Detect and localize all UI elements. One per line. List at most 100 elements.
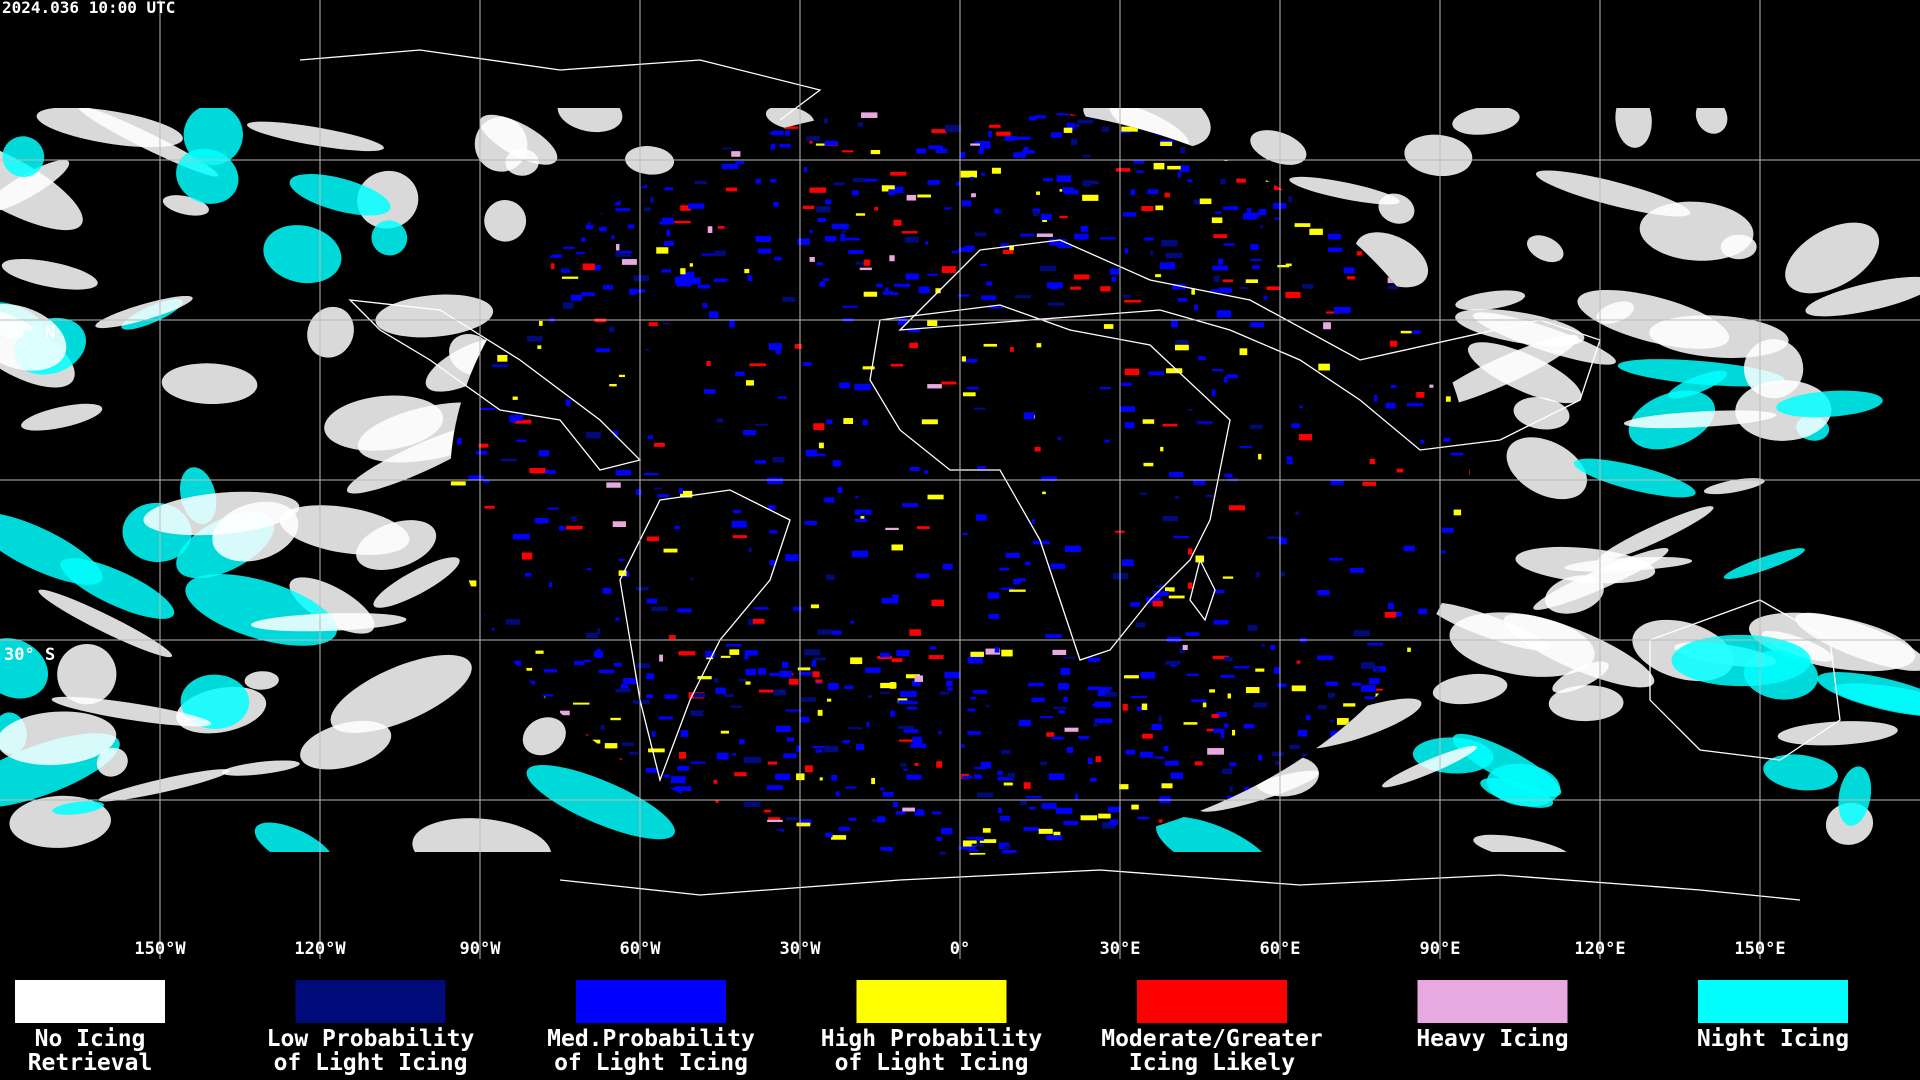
icing-speck (819, 777, 823, 781)
icing-speck (753, 607, 769, 610)
legend-label: Med.Probability (547, 1026, 755, 1052)
icing-speck (562, 302, 574, 309)
icing-speck (535, 650, 544, 654)
icing-speck (457, 438, 462, 445)
icing-speck (979, 839, 997, 843)
icing-speck (570, 294, 583, 301)
icing-speck (1223, 206, 1239, 210)
legend-swatch (1417, 980, 1568, 1023)
icing-speck (563, 246, 575, 249)
icing-speck (1095, 756, 1102, 763)
icing-speck (1147, 189, 1159, 195)
icing-speck (1196, 421, 1213, 424)
icing-speck (622, 678, 638, 684)
icing-speck (611, 235, 615, 240)
icing-speck (1003, 782, 1013, 786)
icing-speck (848, 727, 863, 730)
icing-speck (802, 362, 812, 366)
icing-speck (1275, 760, 1280, 765)
icing-speck (796, 822, 811, 827)
icing-speck (1051, 736, 1064, 740)
icing-speck (690, 761, 706, 764)
cloud (1452, 108, 1520, 135)
icing-speck (832, 460, 841, 467)
icing-speck (1124, 248, 1129, 254)
legend-swatch (576, 980, 726, 1023)
icing-speck (744, 268, 750, 274)
icing-speck (951, 250, 959, 254)
icing-speck (1187, 582, 1193, 589)
icing-speck (936, 761, 943, 768)
icing-speck (707, 226, 713, 233)
icing-speck (769, 672, 786, 676)
icing-speck (935, 288, 941, 294)
icing-speck (775, 773, 791, 780)
icing-speck (806, 136, 821, 142)
icing-speck (618, 374, 625, 378)
icing-speck (1443, 437, 1451, 442)
icing-speck (895, 811, 906, 815)
icing-speck (927, 494, 944, 500)
icing-speck (674, 786, 692, 792)
icing-speck (775, 350, 781, 354)
cloud (247, 121, 384, 152)
icing-speck (527, 336, 543, 342)
icing-speck (914, 811, 925, 816)
icing-speck (1214, 211, 1222, 214)
icing-speck (1026, 796, 1043, 799)
icing-speck (648, 322, 658, 327)
icing-speck (1141, 205, 1154, 212)
icing-speck (576, 251, 585, 255)
icing-speck (610, 717, 621, 721)
icing-speck (1050, 286, 1059, 290)
icing-speck (1390, 385, 1397, 389)
icing-speck (1166, 368, 1183, 374)
icing-speck (670, 776, 686, 784)
icing-speck (1266, 286, 1280, 291)
icing-speck (1291, 685, 1306, 692)
icing-speck (755, 235, 772, 242)
icing-speck (1191, 289, 1195, 295)
icing-speck (896, 649, 910, 657)
cloud (412, 818, 552, 852)
icing-speck (725, 644, 742, 647)
icing-speck (962, 840, 977, 847)
icing-speck (1388, 602, 1394, 610)
icing-speck (860, 515, 865, 520)
icing-speck (1216, 711, 1227, 717)
icing-speck (850, 657, 863, 665)
icing-speck (758, 689, 776, 693)
icing-speck (881, 597, 899, 604)
icing-speck (970, 696, 976, 700)
icing-speck (1299, 405, 1303, 408)
cloud (330, 654, 472, 733)
cloud (1428, 334, 1579, 408)
icing-speck (888, 189, 895, 196)
icing-speck (1191, 699, 1206, 703)
icing-speck (1171, 320, 1179, 328)
icing-speck (944, 207, 952, 210)
icing-speck (816, 262, 823, 266)
icing-speck (774, 256, 782, 261)
icing-speck (1130, 602, 1140, 607)
icing-speck (1227, 693, 1231, 699)
cloud (1404, 134, 1473, 177)
cloud (526, 765, 675, 840)
icing-speck (1101, 821, 1116, 829)
icing-speck (1023, 782, 1031, 789)
icing-speck (1222, 279, 1234, 283)
icing-speck (1115, 168, 1131, 172)
icing-speck (1101, 126, 1110, 132)
longitude-label: 30°W (780, 939, 822, 959)
icing-speck (1328, 233, 1342, 240)
icing-speck (970, 143, 987, 146)
icing-speck (1034, 115, 1047, 119)
icing-speck (1074, 233, 1089, 240)
icing-speck (837, 486, 843, 493)
cloud (1671, 634, 1812, 687)
icing-speck (1056, 175, 1072, 183)
icing-speck (668, 635, 676, 640)
longitude-label: 60°E (1260, 939, 1301, 959)
cloud (0, 159, 70, 212)
icing-speck (680, 268, 686, 275)
